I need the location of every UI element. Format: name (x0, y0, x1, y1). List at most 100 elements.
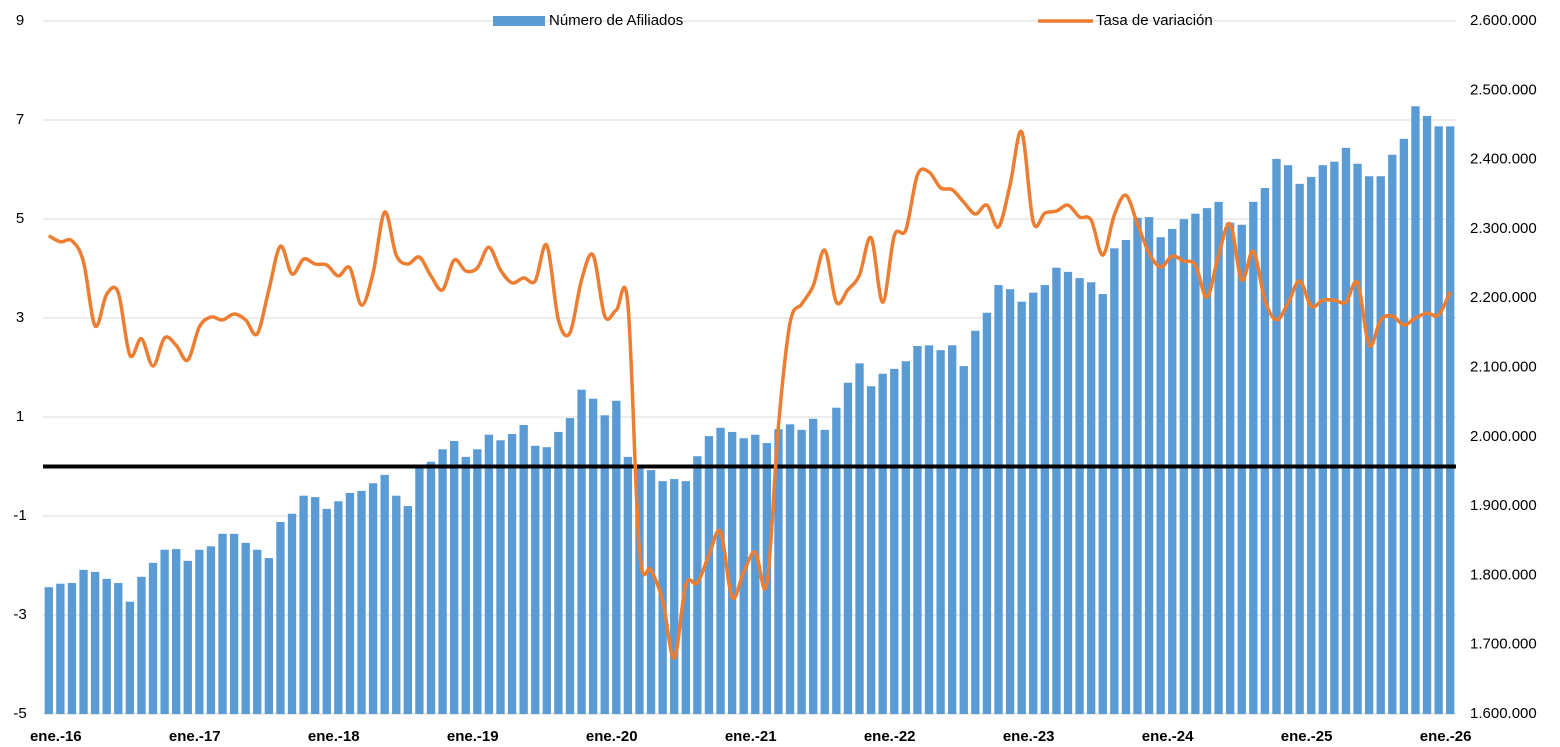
bar (866, 386, 876, 714)
bar (1283, 165, 1293, 715)
bar (56, 583, 65, 714)
y2-tick-label: 2.500.000 (1470, 81, 1537, 98)
bar (1376, 176, 1385, 714)
x-tick-label: ene.-20 (586, 728, 638, 745)
bar (1318, 165, 1327, 715)
y-tick-label: 1 (16, 408, 24, 425)
bar (241, 542, 250, 714)
y2-tick-label: 2.400.000 (1470, 151, 1537, 168)
y-tick-label: 3 (16, 309, 24, 326)
bar (948, 345, 957, 714)
bar (1168, 228, 1177, 714)
bar (1446, 126, 1455, 714)
bar (368, 483, 378, 714)
line (47, 129, 1452, 660)
y2-tick-label: 2.600.000 (1470, 12, 1537, 29)
y-tick-label: -1 (13, 507, 26, 524)
bar (415, 467, 424, 714)
bar (1029, 292, 1038, 714)
legend-swatch (493, 16, 545, 26)
bar (670, 479, 679, 714)
bar (1307, 176, 1316, 715)
bar (438, 449, 447, 714)
y-tick-label: -3 (13, 606, 26, 623)
x-tick-label: ene.-16 (30, 728, 82, 745)
bar (392, 495, 401, 714)
bar (855, 363, 864, 714)
bar (1121, 239, 1131, 714)
bar (322, 508, 331, 714)
bar (797, 429, 806, 714)
bar (276, 522, 285, 714)
bar (1399, 138, 1409, 714)
bar (253, 549, 262, 714)
bar (44, 587, 53, 714)
bar (218, 533, 227, 714)
bar (890, 368, 899, 714)
bar (172, 549, 181, 714)
bar (1110, 248, 1119, 714)
x-tick-label: ene.-25 (1281, 728, 1333, 745)
bar (1156, 237, 1165, 714)
bar (137, 576, 146, 714)
bar (403, 506, 413, 714)
bar (195, 549, 204, 714)
bar (1017, 301, 1026, 714)
bar (90, 571, 100, 714)
bar (785, 424, 795, 714)
x-tick-label: ene.-23 (1003, 728, 1055, 745)
bar (311, 497, 320, 714)
bar (67, 583, 77, 714)
y2-tick-label: 2.200.000 (1470, 289, 1537, 306)
y-tick-label: -5 (13, 705, 26, 722)
bar (1341, 147, 1351, 715)
bar (878, 373, 887, 714)
bar (1040, 285, 1050, 714)
bar (774, 429, 783, 714)
bar (994, 285, 1003, 714)
bar (1434, 126, 1443, 714)
bar (1411, 106, 1420, 714)
y2-tick-label: 2.300.000 (1470, 220, 1537, 237)
bar (449, 440, 459, 714)
bar (982, 312, 992, 714)
bar (936, 350, 945, 714)
bar (473, 449, 482, 714)
bar (299, 495, 308, 714)
bar (1214, 201, 1223, 715)
bar (507, 434, 517, 714)
bar (1063, 271, 1073, 714)
bar (496, 440, 505, 714)
legend-label: Número de Afiliados (549, 12, 683, 29)
bar (345, 492, 355, 714)
y2-tick-label: 1.600.000 (1470, 705, 1537, 722)
x-tick-label: ene.-17 (169, 728, 221, 745)
bar (1098, 294, 1107, 714)
bar (519, 425, 528, 714)
x-tick-label: ene.-26 (1420, 728, 1472, 745)
bar (588, 398, 598, 714)
bar (913, 346, 922, 714)
y-tick-label: 7 (16, 111, 24, 128)
bar (901, 361, 911, 714)
legend-label: Tasa de variación (1096, 12, 1213, 29)
y2-tick-label: 2.000.000 (1470, 428, 1537, 445)
y-tick-label: 9 (16, 12, 24, 29)
bar (183, 560, 192, 714)
bar (727, 431, 737, 714)
bar (716, 427, 725, 714)
x-tick-label: ene.-18 (308, 728, 360, 745)
bar (357, 490, 366, 714)
bar (623, 456, 633, 714)
bar (681, 481, 690, 714)
bar (1364, 176, 1374, 714)
bar (334, 501, 343, 714)
bar (924, 345, 934, 714)
bar (229, 533, 239, 714)
bar (1202, 208, 1212, 715)
bar (102, 578, 111, 714)
bar (971, 330, 980, 714)
bar (148, 562, 158, 714)
bar (1388, 154, 1397, 714)
x-tick-label: ene.-22 (864, 728, 916, 745)
